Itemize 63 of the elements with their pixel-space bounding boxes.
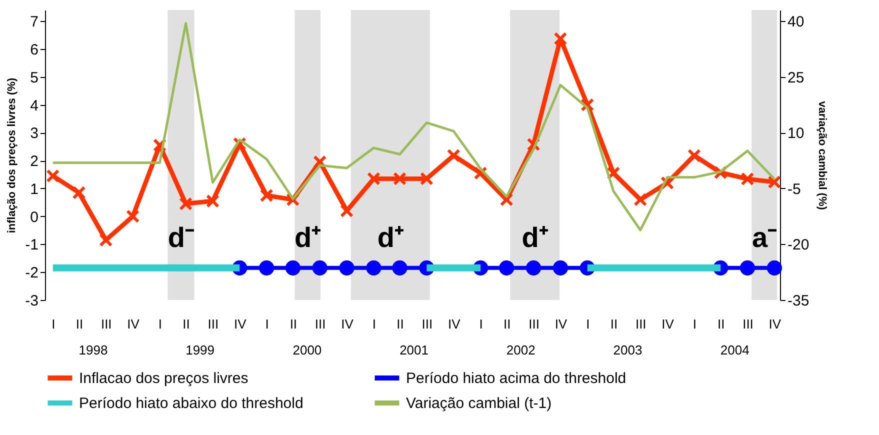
text: II (182, 316, 190, 332)
text: III (742, 316, 754, 332)
y-tick-label: 2 (30, 153, 38, 170)
x-tick-label: 2004 (720, 342, 750, 358)
y2-axis-title: variação cambial (%) (816, 101, 828, 210)
text: II (610, 316, 618, 332)
y2-tick-label: -20 (788, 236, 810, 254)
y-axis-title: inflação dos preços livres (%) (6, 78, 18, 234)
text: III (314, 316, 326, 332)
text: IV (127, 316, 140, 332)
text: IV (448, 316, 461, 332)
text: I (158, 316, 162, 332)
legend-label: Inflacao dos preços livres (79, 370, 248, 387)
text: III (528, 316, 540, 332)
legend-label: Período hiato acima do threshold (406, 370, 626, 387)
text: I (692, 316, 697, 332)
legend-label: Período hiato abaixo do threshold (79, 395, 304, 412)
x-tick-label: 2001 (400, 342, 428, 358)
y-tick-label: 4 (30, 97, 38, 114)
y-tick-label: -3 (25, 292, 38, 310)
band-label: d⁻ (168, 222, 194, 254)
x-tick-label: 2003 (613, 342, 642, 358)
y-tick-label: -1 (25, 236, 38, 254)
text: I (372, 316, 376, 332)
x-tick-label: 2000 (292, 342, 322, 358)
y2-tick-label: -5 (788, 180, 801, 198)
text: IV (768, 316, 782, 332)
y2-tick-label: 40 (788, 14, 804, 31)
text: II (503, 316, 511, 332)
text: III (635, 316, 646, 332)
y-tick-label: 0 (30, 208, 38, 226)
y2-tick-label: 10 (788, 125, 804, 142)
band-label: a⁻ (752, 222, 777, 254)
text: IV (554, 316, 568, 332)
y-tick-label: 7 (30, 14, 38, 31)
band-label: d⁺ (294, 222, 321, 254)
text: II (717, 316, 725, 332)
band-label: d⁺ (522, 222, 548, 254)
text: IV (234, 316, 247, 332)
band-label: d⁺ (377, 222, 404, 254)
legend-label: Variação cambial (t-1) (406, 395, 552, 412)
text: II (396, 316, 404, 332)
text: III (422, 316, 433, 332)
y-tick-label: 6 (30, 42, 38, 59)
text: I (52, 316, 56, 332)
y2-tick-label: 25 (788, 69, 804, 86)
text: II (290, 316, 298, 332)
text: III (208, 316, 219, 332)
y-tick-label: 3 (30, 125, 38, 142)
x-tick-label: 1999 (186, 342, 215, 358)
x-tick-label: 1998 (78, 342, 108, 358)
y-tick-label: 5 (30, 69, 38, 86)
text: IV (341, 316, 354, 332)
y2-tick-label: -35 (788, 292, 810, 310)
text: I (265, 316, 269, 332)
text: I (479, 316, 483, 332)
text: IV (662, 316, 674, 332)
y-tick-label: 1 (30, 180, 38, 198)
text: III (100, 316, 112, 332)
x-tick-label: 2002 (506, 342, 536, 358)
text: II (76, 316, 84, 332)
text: I (586, 316, 590, 332)
y-tick-label: -2 (25, 264, 38, 282)
